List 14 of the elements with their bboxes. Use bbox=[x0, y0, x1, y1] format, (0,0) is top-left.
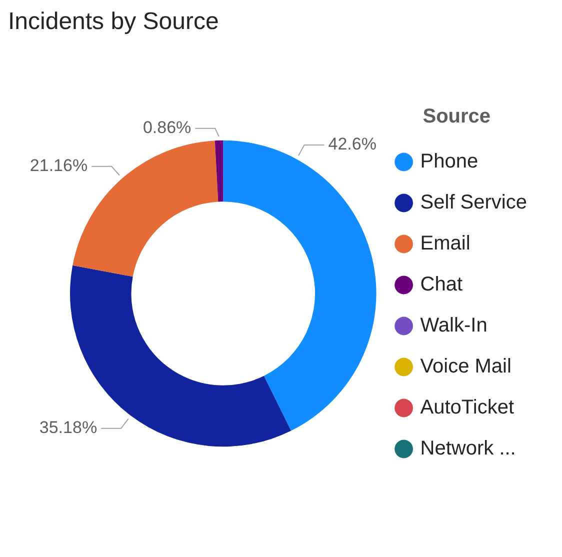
legend-label: Network ... bbox=[420, 438, 516, 460]
legend-label: Chat bbox=[420, 274, 463, 296]
data-label: 0.86% bbox=[142, 118, 192, 138]
data-label: 35.18% bbox=[39, 418, 98, 438]
legend-label: Walk-In bbox=[420, 314, 488, 337]
legend-label: AutoTicket bbox=[420, 396, 514, 419]
data-label: 42.6% bbox=[328, 134, 376, 154]
legend-label: Email bbox=[420, 232, 470, 255]
legend-label: Phone bbox=[420, 150, 478, 173]
chart-title: Incidents by Source bbox=[8, 8, 219, 36]
data-label: 21.16% bbox=[30, 156, 88, 176]
legend-title: Source bbox=[422, 106, 491, 128]
legend-label: Self Service bbox=[420, 192, 528, 214]
legend-label: Voice Mail bbox=[420, 356, 512, 378]
